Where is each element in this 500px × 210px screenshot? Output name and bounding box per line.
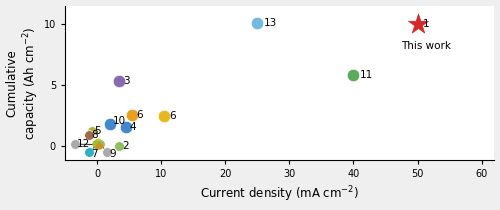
Point (94, 141, 102, 144)
Text: 6: 6 (136, 110, 143, 120)
Text: 5: 5 (94, 126, 101, 136)
Y-axis label: Cumulative
capacity (Ah cm$^{-2}$): Cumulative capacity (Ah cm$^{-2}$) (6, 26, 41, 139)
Point (122, 126, 130, 129)
Text: This work: This work (402, 41, 452, 51)
Point (414, 22, 422, 25)
Text: 13: 13 (264, 18, 277, 28)
Point (254, 21, 262, 24)
Point (96, 144, 104, 148)
Point (97, 143, 105, 146)
Text: 9: 9 (109, 149, 116, 159)
Point (160, 115, 168, 118)
X-axis label: Current density (mA cm$^{-2}$): Current density (mA cm$^{-2}$) (200, 185, 359, 205)
Point (102, 151, 110, 154)
Text: 11: 11 (360, 70, 373, 80)
Point (88, 129, 96, 133)
Point (86, 150, 94, 154)
Text: 3: 3 (124, 76, 130, 86)
Text: 12: 12 (77, 139, 90, 149)
Point (70, 142, 78, 146)
Text: 10: 10 (113, 116, 126, 126)
Point (84, 133, 92, 136)
Text: 7: 7 (92, 148, 98, 159)
Text: 1: 1 (422, 19, 430, 29)
Point (350, 73, 358, 77)
Point (116, 79, 124, 83)
Point (92, 142, 100, 146)
Text: 6: 6 (169, 112, 175, 121)
Point (106, 122, 114, 125)
Point (128, 114, 136, 117)
Text: 4: 4 (129, 122, 136, 132)
Text: 2: 2 (122, 141, 128, 151)
Text: 8: 8 (92, 130, 98, 140)
Point (93, 143, 101, 147)
Point (116, 144, 124, 148)
